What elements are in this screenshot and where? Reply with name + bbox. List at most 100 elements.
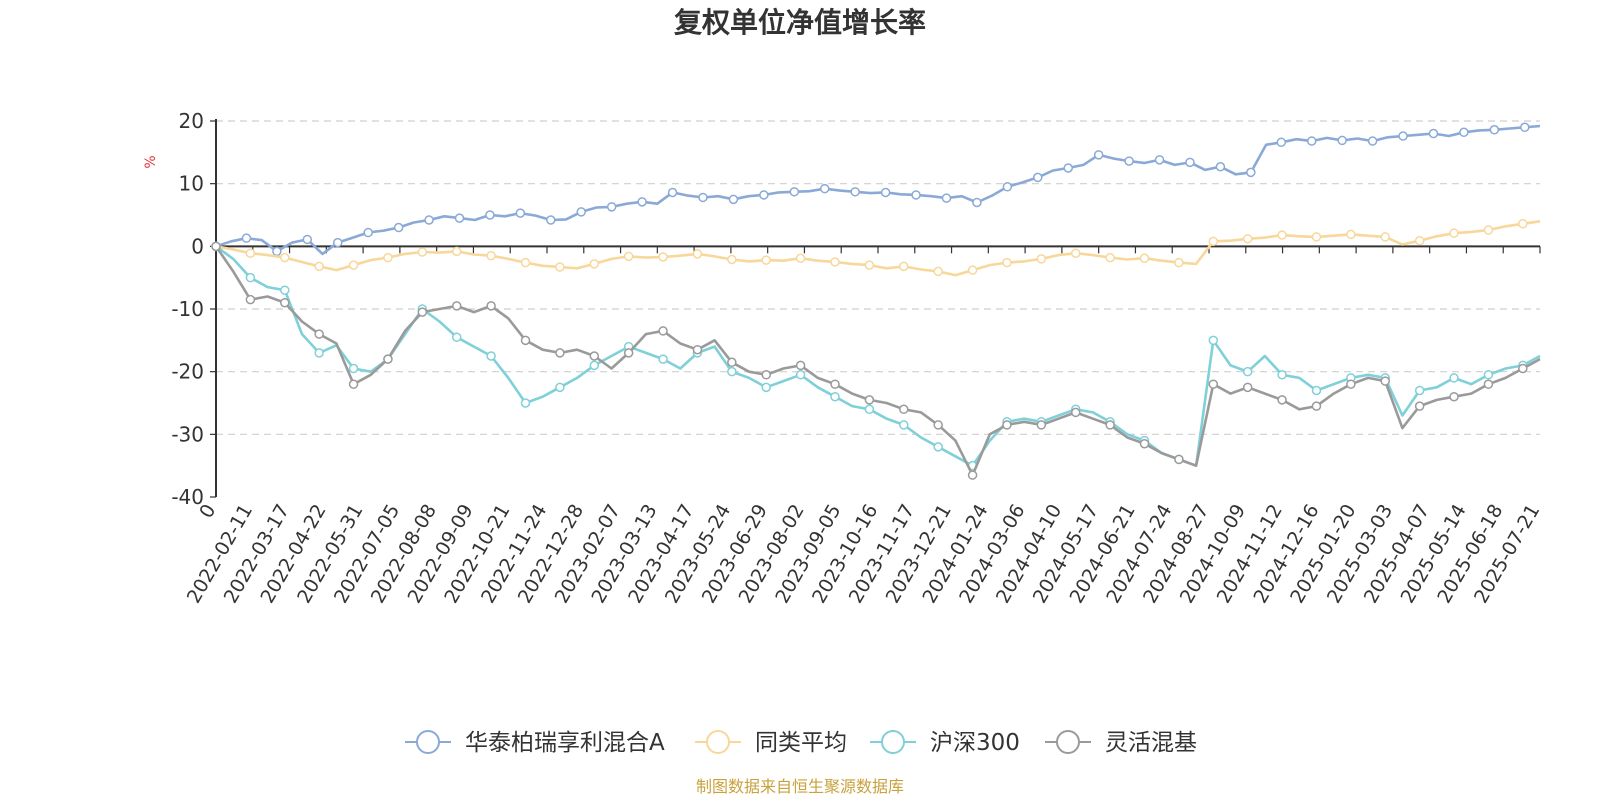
series-point xyxy=(1306,136,1317,146)
series-point xyxy=(1483,225,1494,235)
series-point xyxy=(332,237,343,248)
series-point xyxy=(451,246,462,257)
legend-swatch-marker xyxy=(1056,730,1080,754)
legend-item-2[interactable]: 沪深300 xyxy=(870,730,1020,756)
legend-label: 华泰柏瑞享利混合A xyxy=(465,730,665,756)
series-point xyxy=(972,197,982,208)
series-point xyxy=(1380,232,1390,242)
series-point xyxy=(692,249,703,259)
series-point xyxy=(451,332,462,342)
legend-swatch-marker xyxy=(706,730,730,754)
series-line-0 xyxy=(215,124,1541,256)
series-point xyxy=(1208,379,1219,389)
legend[interactable]: 华泰柏瑞享利混合A 同类平均 沪深300 灵活混基 xyxy=(405,730,1197,756)
series-point xyxy=(1093,150,1104,160)
series-point xyxy=(728,194,739,205)
series-point xyxy=(1174,257,1184,268)
series-line-3 xyxy=(214,245,1541,477)
series-point xyxy=(555,348,565,358)
series-point xyxy=(424,215,434,225)
series-point xyxy=(515,208,526,218)
series-point xyxy=(1428,128,1439,139)
series-point xyxy=(520,398,531,408)
series-point xyxy=(1033,172,1043,183)
series-point xyxy=(1483,370,1494,380)
series-point xyxy=(1518,363,1528,374)
series-point xyxy=(606,202,617,212)
x-tick-label: 0 xyxy=(195,501,220,522)
y-tick-label: 0 xyxy=(191,234,204,258)
series-point xyxy=(1105,252,1115,263)
series-point xyxy=(1002,182,1013,192)
series-point xyxy=(967,265,978,275)
series-point xyxy=(245,294,256,305)
legend-item-0[interactable]: 华泰柏瑞享利混合A xyxy=(405,730,665,756)
y-tick-label: 10 xyxy=(179,172,204,196)
series-point xyxy=(1346,229,1356,240)
y-tick-label: -20 xyxy=(171,360,204,384)
series-point xyxy=(1311,385,1322,396)
series-point xyxy=(667,187,678,198)
series-point xyxy=(1174,454,1184,465)
series-point xyxy=(589,360,600,371)
series-point xyxy=(1242,234,1253,244)
series-point xyxy=(637,197,647,207)
series-point xyxy=(486,250,496,261)
series-point xyxy=(555,382,565,393)
series-point xyxy=(314,261,324,272)
series-point xyxy=(727,254,737,265)
series-point xyxy=(393,222,404,233)
series-point xyxy=(383,252,393,263)
series-point xyxy=(1276,137,1287,148)
series-point xyxy=(576,207,586,217)
series-point xyxy=(1518,219,1528,229)
series-point xyxy=(658,326,668,336)
series-point xyxy=(1002,257,1012,268)
series-point xyxy=(1346,379,1356,389)
series-point xyxy=(1520,122,1530,133)
series-point xyxy=(692,344,703,355)
series-point xyxy=(1208,335,1219,346)
series-point xyxy=(520,257,531,268)
series-point xyxy=(417,307,428,317)
series-point xyxy=(658,354,668,364)
series-point xyxy=(795,253,806,263)
series-point xyxy=(899,261,909,272)
series-point xyxy=(727,357,737,368)
series-point xyxy=(1277,370,1287,380)
series-point xyxy=(880,187,891,198)
series-point xyxy=(1063,163,1073,173)
series-point xyxy=(1070,407,1081,418)
series-point xyxy=(830,257,840,267)
series-point xyxy=(1367,136,1378,146)
series-point xyxy=(1459,127,1469,138)
series-point xyxy=(1449,373,1459,383)
series-point xyxy=(314,329,324,339)
series-point xyxy=(698,192,708,203)
series-point xyxy=(1414,235,1425,246)
series-point xyxy=(1449,228,1459,238)
series-point xyxy=(1154,155,1165,165)
series-point xyxy=(245,248,256,258)
series-point xyxy=(830,379,840,389)
series-point xyxy=(589,351,600,361)
grid xyxy=(216,120,1540,435)
series-point xyxy=(241,233,252,243)
series-point xyxy=(761,382,771,393)
legend-item-1[interactable]: 同类平均 xyxy=(695,730,847,756)
series-point xyxy=(1489,125,1500,135)
series-point xyxy=(1277,230,1287,240)
series-point xyxy=(302,234,313,245)
y-tick-label: -10 xyxy=(171,297,204,321)
series-line-2 xyxy=(215,245,1541,468)
series-point xyxy=(727,366,737,377)
series-point xyxy=(1311,232,1322,242)
series-point xyxy=(795,370,806,380)
series-point xyxy=(658,252,668,262)
series-point xyxy=(819,183,830,194)
series-point xyxy=(1449,391,1459,402)
series-point xyxy=(1277,395,1287,405)
legend-item-3[interactable]: 灵活混基 xyxy=(1045,730,1197,756)
series-point xyxy=(486,301,496,311)
